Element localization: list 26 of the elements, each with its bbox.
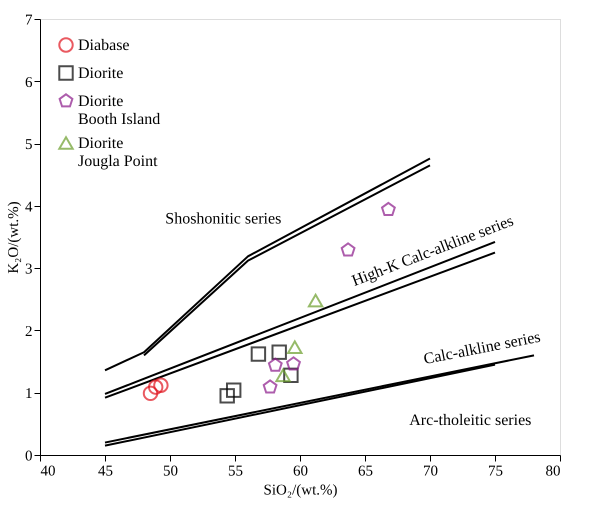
x-tick-label: 55 bbox=[228, 464, 243, 480]
y-tick-label: 1 bbox=[25, 386, 32, 402]
y-tick-label: 4 bbox=[25, 199, 33, 216]
annotation: Shoshonitic series bbox=[165, 210, 282, 228]
x-tick-label: 65 bbox=[358, 464, 373, 480]
legend-label: Diorite bbox=[78, 65, 124, 82]
x-tick-label: 75 bbox=[488, 464, 503, 480]
legend-label: Diabase bbox=[78, 37, 130, 54]
y-tick-label: 5 bbox=[25, 137, 32, 154]
y-tick-label: 7 bbox=[25, 12, 33, 28]
annotation: Calc-alkline series bbox=[422, 328, 542, 368]
x-tick-label: 50 bbox=[163, 464, 178, 480]
y-tick-label: 3 bbox=[25, 262, 32, 278]
x-tick-label: 60 bbox=[293, 464, 308, 480]
annotation: Arc-tholeitic series bbox=[409, 412, 532, 430]
x-tick-label: 40 bbox=[40, 464, 56, 480]
x-tick-label: 80 bbox=[546, 464, 560, 480]
x-tick-label: 45 bbox=[98, 464, 113, 480]
legend-label: Diorite Jougla Point bbox=[78, 135, 158, 170]
y-tick-label: 2 bbox=[25, 324, 32, 340]
legend-label: Diorite Booth Island bbox=[78, 93, 160, 128]
y-axis-title: K₂O/(wt.%) bbox=[6, 201, 22, 274]
y-tick-label: 0 bbox=[25, 448, 32, 464]
y-tick-label: 6 bbox=[25, 74, 33, 91]
x-axis-title: SiO₂/(wt.%) bbox=[264, 482, 338, 498]
x-tick-label: 70 bbox=[423, 464, 438, 480]
